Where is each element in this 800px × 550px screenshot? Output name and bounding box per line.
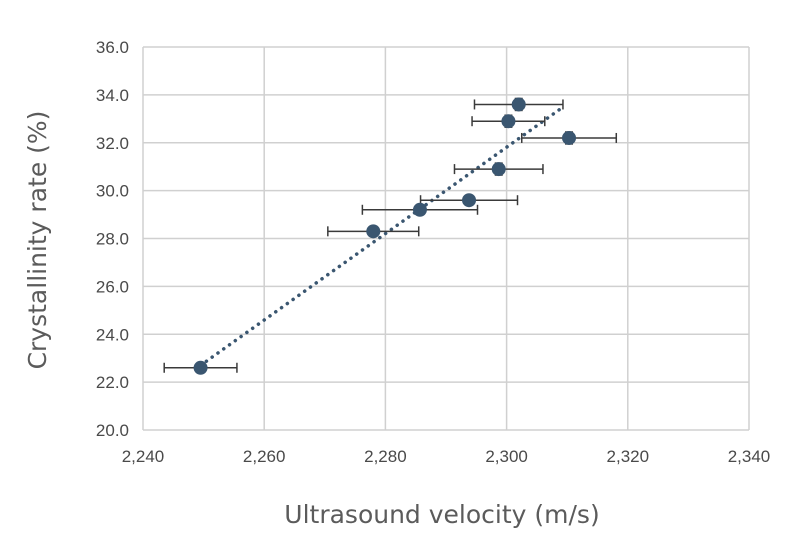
y-tick-label: 20.0	[96, 421, 129, 440]
data-point	[491, 162, 506, 177]
trendline	[198, 107, 562, 368]
y-tick-label: 36.0	[96, 38, 129, 57]
y-tick-label: 28.0	[96, 230, 129, 249]
y-tick-label: 22.0	[96, 373, 129, 392]
data-point	[412, 202, 427, 217]
x-axis-title: Ultrasound velocity (m/s)	[284, 500, 599, 529]
error-bars	[163, 97, 618, 374]
x-tick-label: 2,260	[243, 447, 286, 466]
data-point	[511, 97, 526, 112]
data-point	[193, 360, 208, 375]
data-point	[366, 224, 381, 239]
x-tick-label: 2,340	[728, 447, 771, 466]
x-tick-label: 2,240	[122, 447, 165, 466]
y-tick-label: 34.0	[96, 86, 129, 105]
y-tick-label: 32.0	[96, 134, 129, 153]
data-point	[462, 193, 477, 208]
y-tick-label: 26.0	[96, 277, 129, 296]
data-point	[562, 130, 577, 145]
data-points	[193, 97, 577, 375]
data-point	[501, 114, 516, 129]
grid	[142, 46, 750, 431]
y-tick-labels: 20.0 22.0 24.0 26.0 28.0 30.0 32.0 34.0 36.0	[96, 38, 129, 440]
y-axis-title: Crystallinity rate (%)	[23, 111, 52, 370]
trendline-group	[198, 107, 562, 368]
x-tick-labels: 2,240 2,260 2,280 2,300 2,320 2,340	[122, 447, 771, 466]
x-tick-label: 2,300	[485, 447, 528, 466]
x-tick-label: 2,280	[364, 447, 407, 466]
x-tick-label: 2,320	[607, 447, 650, 466]
y-tick-label: 24.0	[96, 325, 129, 344]
y-tick-label: 30.0	[96, 182, 129, 201]
